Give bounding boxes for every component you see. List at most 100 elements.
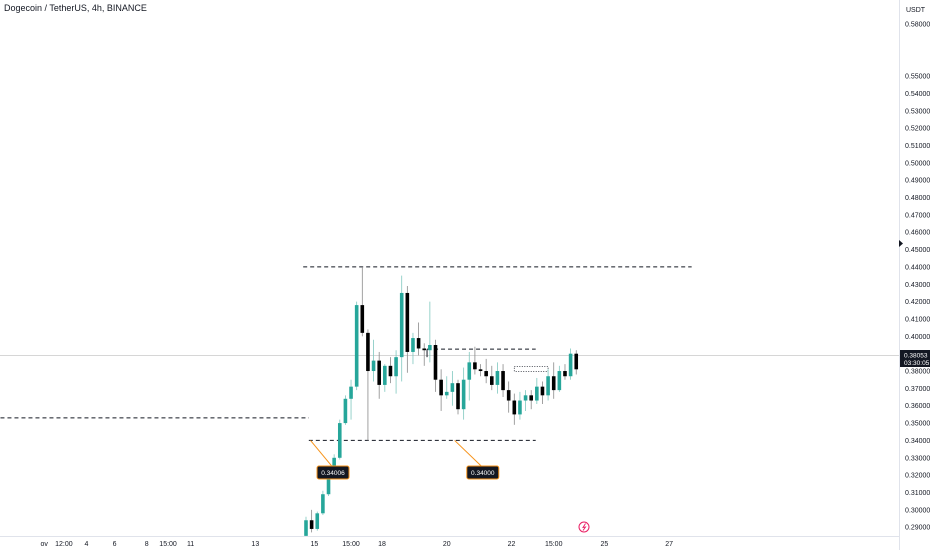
candles bbox=[304, 266, 579, 536]
candle-33 bbox=[489, 365, 494, 391]
time-axis: ov 12:00 4 6 8 15:00 11 13 15 15:00 18 20 22 15:00 25 2… bbox=[41, 541, 674, 548]
candle-43 bbox=[546, 369, 550, 401]
candle-body bbox=[360, 305, 365, 333]
callout-0: 0.34006 bbox=[310, 440, 350, 480]
candle-3 bbox=[321, 490, 325, 516]
time-tick-label: 22 bbox=[508, 541, 516, 548]
candle-body bbox=[489, 376, 494, 385]
price-tick-label: 0.48000 bbox=[905, 195, 930, 202]
candle-25 bbox=[444, 376, 449, 399]
candle-body bbox=[383, 365, 387, 385]
candle-body bbox=[394, 357, 398, 377]
candle-20 bbox=[416, 322, 421, 356]
time-tick-label: 4 bbox=[84, 541, 88, 548]
time-tick-label: 13 bbox=[251, 541, 259, 548]
range-box bbox=[513, 366, 549, 372]
price-tick-label: 0.43000 bbox=[905, 282, 930, 289]
candle-body bbox=[416, 338, 421, 349]
time-tick-label: 8 bbox=[145, 541, 149, 548]
candle-21 bbox=[422, 343, 427, 366]
candle-body bbox=[399, 292, 404, 358]
price-tick-label: 0.41000 bbox=[905, 316, 930, 323]
candle-12 bbox=[371, 339, 376, 382]
candle-body bbox=[535, 386, 539, 401]
candle-body bbox=[461, 379, 466, 410]
time-tick-label: 27 bbox=[665, 541, 673, 548]
candle-body bbox=[501, 371, 505, 391]
candle-48 bbox=[574, 350, 579, 375]
price-tag: 0.38053 03:30:05 bbox=[900, 350, 930, 367]
candle-body bbox=[405, 292, 410, 352]
triangle-right-icon[interactable] bbox=[899, 240, 903, 247]
price-tick-label: 0.50000 bbox=[905, 160, 930, 167]
candle-24 bbox=[439, 369, 443, 411]
candle-body bbox=[568, 353, 573, 377]
price-tick-label: 0.34000 bbox=[905, 438, 930, 445]
price-tick-label: 0.53000 bbox=[905, 108, 930, 115]
candle-body bbox=[444, 391, 449, 396]
candle-16 bbox=[394, 350, 398, 394]
callout-1: 0.34000 bbox=[454, 440, 500, 480]
time-tick-label: 18 bbox=[378, 541, 386, 548]
candle-body bbox=[349, 386, 353, 399]
price-tick-label: 0.55000 bbox=[905, 74, 930, 81]
time-tick-label: 15:00 bbox=[545, 541, 563, 548]
price-tick-label: 0.44000 bbox=[905, 264, 930, 271]
candle-38 bbox=[518, 391, 522, 420]
price-tick-label: 0.52000 bbox=[905, 126, 930, 133]
candle-36 bbox=[506, 381, 511, 413]
callout-leader bbox=[454, 440, 484, 468]
candle-body bbox=[411, 338, 415, 352]
candle-body bbox=[518, 400, 522, 415]
price-tick-label: 0.38000 bbox=[905, 369, 930, 376]
candle-body bbox=[456, 383, 460, 410]
candle-30 bbox=[473, 346, 477, 375]
lightning-icon[interactable] bbox=[578, 521, 590, 533]
candle-47 bbox=[568, 348, 573, 380]
price-tick-label: 0.31000 bbox=[905, 490, 930, 497]
candle-body bbox=[523, 395, 528, 401]
candle-body bbox=[354, 305, 359, 387]
candle-35 bbox=[501, 364, 505, 398]
candle-39 bbox=[523, 390, 528, 411]
candle-body bbox=[337, 423, 342, 458]
candle-body bbox=[388, 365, 393, 377]
annotation-lines bbox=[0, 266, 899, 441]
candle-46 bbox=[563, 364, 567, 380]
candle-body bbox=[321, 494, 325, 514]
candle-29 bbox=[467, 351, 472, 401]
candle-body bbox=[529, 395, 533, 401]
candle-9 bbox=[354, 301, 359, 391]
candle-body bbox=[366, 332, 370, 372]
candle-body bbox=[506, 390, 511, 401]
price-tick-label: 0.49000 bbox=[905, 178, 930, 185]
candle-body bbox=[540, 386, 545, 396]
price-tick-label: 0.58000 bbox=[905, 22, 930, 29]
candle-body bbox=[326, 476, 331, 495]
candle-body bbox=[563, 371, 567, 377]
candle-body bbox=[439, 379, 443, 396]
price-tick-label: 0.32000 bbox=[905, 473, 930, 480]
candle-34 bbox=[495, 362, 500, 394]
candle-28 bbox=[461, 367, 466, 420]
currency-label: USDT bbox=[906, 7, 926, 14]
price-tick-label: 0.30000 bbox=[905, 507, 930, 514]
candle-body bbox=[428, 345, 432, 351]
candle-body bbox=[433, 345, 438, 380]
time-tick-label: 15:00 bbox=[342, 541, 360, 548]
price-axis: 0.58000 0.55000 0.54000 0.53000 0.52000 0.510… bbox=[905, 22, 930, 532]
callout-label: 0.34006 bbox=[321, 470, 345, 477]
candle-body bbox=[551, 376, 556, 391]
candle-45 bbox=[557, 365, 562, 392]
candle-10 bbox=[360, 266, 365, 337]
price-tick-label: 0.54000 bbox=[905, 91, 930, 98]
candle-body bbox=[343, 398, 348, 424]
candle-0 bbox=[304, 516, 308, 536]
time-tick-label: 11 bbox=[187, 541, 194, 548]
time-tick-label: 15 bbox=[311, 541, 319, 548]
candle-13 bbox=[377, 351, 381, 399]
candle-19 bbox=[411, 332, 415, 365]
candle-18 bbox=[405, 286, 410, 373]
price-tick-label: 0.37000 bbox=[905, 386, 930, 393]
